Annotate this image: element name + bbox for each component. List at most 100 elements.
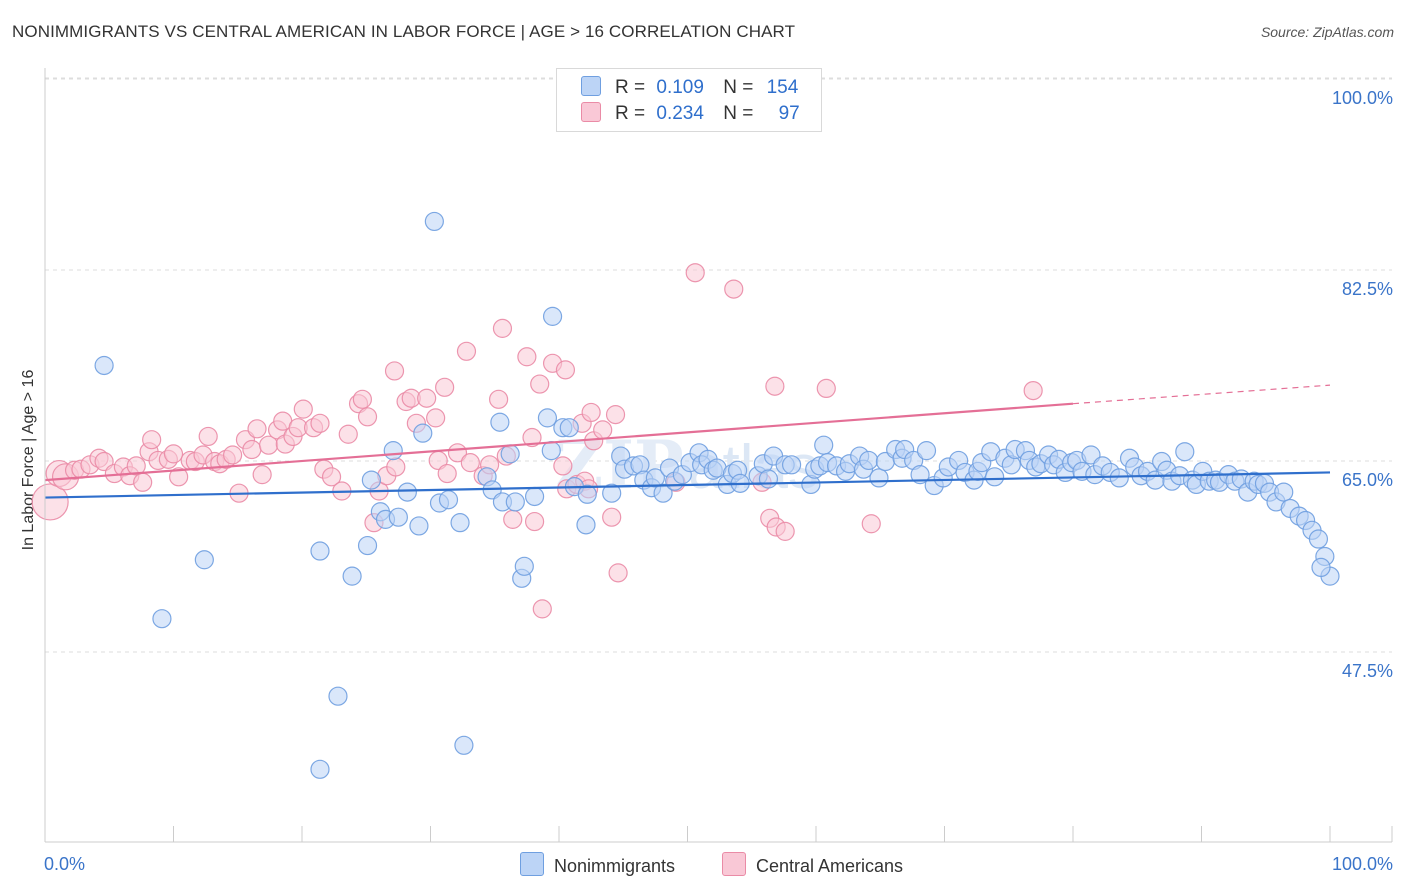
y-tick-label: 47.5% [1342, 661, 1393, 681]
legend-label: Central Americans [756, 856, 904, 876]
nonimmigrants-point [577, 484, 597, 504]
nonimmigrants-point [602, 483, 622, 503]
nonimmigrants-point [814, 435, 834, 455]
legend-r-label: R = [615, 77, 646, 98]
legend-swatch-blue [581, 76, 601, 96]
nonimmigrants-point [310, 541, 330, 561]
central-americans-point [775, 521, 795, 541]
legend-n-value: 154 [766, 77, 799, 98]
central-americans-point [593, 420, 613, 440]
nonimmigrants-point [357, 535, 378, 556]
nonimmigrants-point [653, 483, 673, 503]
central-americans-point [417, 388, 437, 408]
nonimmigrants-point [94, 355, 114, 376]
legend-n-label: N = [723, 77, 754, 98]
central-americans-point [861, 514, 881, 534]
legend-n-label: N = [723, 103, 754, 124]
central-americans-point [352, 389, 372, 409]
central-americans-point [31, 483, 69, 521]
nonimmigrants-point [450, 513, 470, 533]
bottom-legend-nonimmigrants: Nonimmigrants [520, 852, 675, 877]
legend-label: Nonimmigrants [554, 856, 676, 876]
central-americans-point [133, 472, 153, 492]
x-tick-label: 100.0% [1332, 854, 1393, 874]
nonimmigrants-point [152, 609, 172, 629]
legend-swatch-pink [722, 852, 746, 876]
legend-r-value: 0.234 [656, 103, 704, 124]
nonimmigrants-point [541, 441, 561, 461]
central-americans-point [384, 361, 405, 381]
nonimmigrants-point [1175, 442, 1195, 462]
central-americans-point [581, 402, 601, 423]
nonimmigrants-point [758, 469, 779, 489]
central-americans-point [310, 413, 330, 433]
y-tick-label: 65.0% [1342, 470, 1393, 490]
nonimmigrants-point [985, 467, 1005, 487]
nonimmigrants-point [514, 556, 534, 576]
nonimmigrants-point [869, 468, 889, 488]
nonimmigrants-point [859, 450, 879, 471]
nonimmigrants-point [645, 468, 665, 488]
central-americans-point [223, 445, 243, 465]
central-americans-point [724, 279, 744, 299]
central-americans-point [126, 456, 146, 476]
nonimmigrants-point [559, 418, 579, 438]
nonimmigrants-point [781, 455, 802, 475]
nonimmigrants-point [542, 306, 563, 326]
central-americans-point [456, 341, 477, 361]
y-tick-label: 100.0% [1332, 88, 1393, 108]
nonimmigrants-point [910, 465, 930, 485]
central-americans-point [460, 453, 480, 473]
central-americans-point [555, 360, 576, 380]
nonimmigrants-point [537, 408, 558, 428]
central-americans-point [321, 467, 342, 487]
central-americans-point [530, 374, 550, 394]
nonimmigrants-point [310, 759, 330, 779]
central-americans-point [524, 511, 545, 532]
central-americans-point [252, 465, 272, 485]
legend: R = 0.109 N = 154 R = 0.234 N = 97 [556, 68, 822, 132]
central-americans-point [608, 563, 628, 583]
nonimmigrants-point [361, 470, 381, 490]
central-americans-point [685, 263, 705, 283]
central-americans-trend-line [44, 402, 1074, 482]
central-americans-point [386, 457, 406, 477]
central-americans-point [765, 376, 785, 396]
legend-n-value: 97 [778, 103, 800, 124]
central-americans-point [532, 599, 552, 619]
legend-swatch-blue [520, 852, 544, 876]
central-americans-point [142, 430, 162, 450]
central-americans-point [522, 427, 542, 448]
nonimmigrants-point [342, 566, 362, 586]
legend-swatch-pink [581, 102, 601, 122]
central-americans-point [489, 389, 509, 409]
nonimmigrants-point [388, 507, 408, 527]
bottom-legend-central-americans: Central Americans [722, 852, 903, 877]
nonimmigrants-point [383, 441, 403, 461]
source-label: Source: ZipAtlas.com [1260, 24, 1394, 40]
legend-row-central-americans: R = 0.234 N = 97 [581, 102, 800, 126]
central-americans-point [816, 378, 836, 399]
nonimmigrants-point [409, 516, 429, 536]
nonimmigrants-point [194, 550, 214, 570]
central-americans-point [198, 426, 218, 447]
nonimmigrants-point [424, 211, 444, 232]
central-americans-point [553, 456, 573, 476]
nonimmigrants-point [500, 444, 520, 464]
central-americans-point [293, 399, 313, 419]
nonimmigrants-point [505, 492, 525, 512]
central-americans-point [357, 407, 378, 427]
central-americans-point [163, 444, 184, 464]
nonimmigrants-point [524, 486, 545, 507]
central-americans-point [492, 318, 513, 338]
nonimmigrants-point [1274, 482, 1294, 502]
central-americans-point [602, 507, 622, 527]
nonimmigrants-point [328, 686, 348, 706]
nonimmigrants-point [1109, 468, 1129, 488]
nonimmigrants-trend-line [44, 471, 1331, 499]
central-americans-point [503, 509, 523, 529]
chart-title: NONIMMIGRANTS VS CENTRAL AMERICAN IN LAB… [12, 22, 796, 41]
central-americans-point [1023, 380, 1043, 401]
central-americans-point [242, 439, 262, 460]
